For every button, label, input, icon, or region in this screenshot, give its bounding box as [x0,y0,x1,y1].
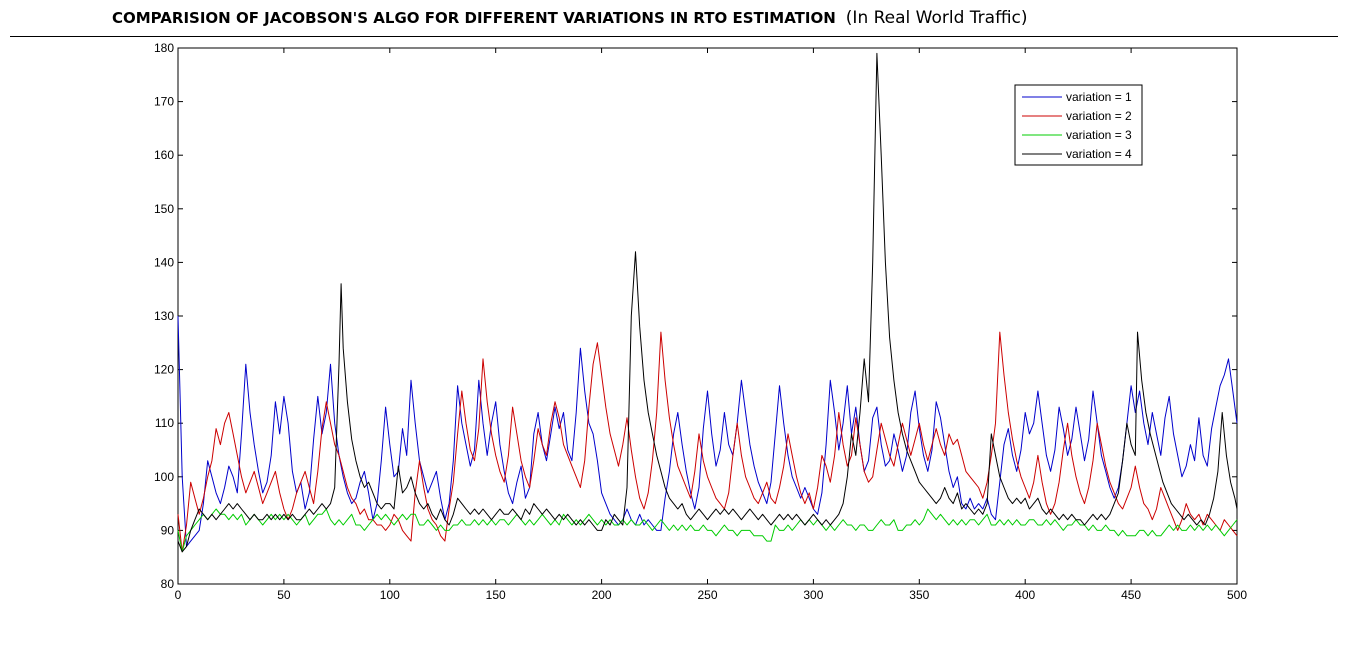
y-tick-label: 130 [154,309,174,323]
legend: variation = 1 variation = 2 variation = 3 v… [1014,84,1143,166]
y-tick-label: 160 [154,148,174,162]
x-tick-label: 200 [592,588,612,602]
x-tick-label: 500 [1227,588,1247,602]
x-tick-label: 400 [1015,588,1035,602]
y-tick-label: 80 [161,577,175,591]
series-line-variation-1 [177,315,1238,547]
legend-label-variation-2: variation = 2 [1066,109,1132,123]
y-tick-label: 140 [154,255,174,269]
y-tick-label: 180 [154,41,174,55]
legend-label-variation-1: variation = 1 [1066,90,1132,104]
series-layer [177,52,1238,553]
y-tick-label: 110 [155,416,174,430]
chart-subtitle: (In Real World Traffic) [845,8,1028,28]
chart-title-main: COMPARISION OF JACOBSON'S ALGO FOR DIFFE… [112,9,836,27]
chart-title: COMPARISION OF JACOBSON'S ALGO FOR DIFFE… [112,8,1028,28]
series-line-variation-3 [177,508,1238,553]
y-tick-label: 100 [154,470,174,484]
x-tick-label: 250 [697,588,717,602]
y-tick-label: 170 [154,95,174,109]
y-tick-label: 150 [154,202,174,216]
y-axis: 80 90 100 110 120 130 140 150 160 170 180 [154,41,1237,591]
series-line-variation-4 [177,52,1238,553]
series-line-variation-2 [177,331,1238,553]
legend-box [1014,84,1143,166]
x-axis: 0 50 100 150 200 250 300 350 400 450 500 [175,48,1247,602]
x-tick-label: 300 [803,588,823,602]
x-tick-label: 450 [1121,588,1141,602]
legend-label-variation-4: variation = 4 [1066,147,1132,161]
y-tick-label: 90 [161,523,175,537]
x-tick-label: 350 [909,588,929,602]
legend-label-variation-3: variation = 3 [1066,128,1132,142]
y-tick-label: 120 [154,363,174,377]
x-tick-label: 150 [486,588,506,602]
title-divider [10,36,1338,37]
x-tick-label: 50 [277,588,291,602]
x-tick-label: 100 [380,588,400,602]
x-tick-label: 0 [175,588,182,602]
